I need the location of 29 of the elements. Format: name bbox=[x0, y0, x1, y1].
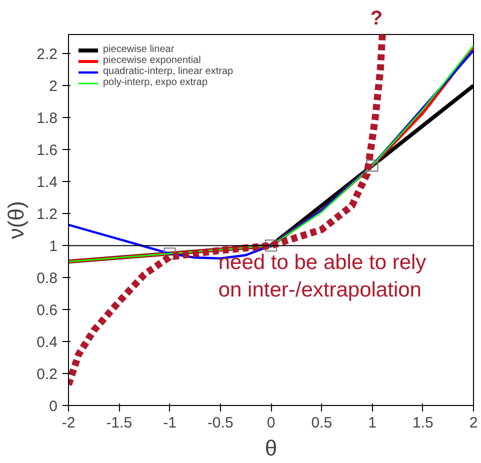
y-tick-label: 0 bbox=[49, 398, 58, 415]
x-tick-label: -1 bbox=[163, 414, 176, 432]
legend-label: quadratic-interp, linear extrap bbox=[103, 66, 234, 77]
y-tick-label: 1 bbox=[49, 238, 58, 256]
y-tick-label: 1.4 bbox=[36, 174, 58, 192]
x-tick-label: -1.5 bbox=[106, 414, 132, 432]
x-tick-label: 1 bbox=[368, 414, 376, 432]
y-tick-label: 1.6 bbox=[36, 142, 58, 160]
x-tick-label: 0 bbox=[266, 414, 276, 432]
legend-label: piecewise exponential bbox=[103, 55, 201, 66]
x-tick-label: -0.5 bbox=[207, 414, 234, 432]
x-tick-label: 1.5 bbox=[412, 414, 434, 432]
legend-label: poly-interp, expo extrap bbox=[103, 77, 208, 88]
y-tick-label: 1.8 bbox=[36, 110, 58, 128]
x-tick-label: 2 bbox=[469, 414, 478, 432]
y-tick-label: 1.2 bbox=[36, 206, 58, 224]
annotation: need to be able to rely on inter-/extrapolation bbox=[218, 251, 427, 302]
y-axis-title: ν(θ) bbox=[4, 201, 29, 239]
y-tick-label: 0.8 bbox=[36, 270, 58, 288]
y-tick-label: 2.2 bbox=[36, 46, 58, 64]
y-tick-label: 0.4 bbox=[36, 334, 58, 352]
y-tick-label: 2 bbox=[49, 78, 58, 96]
text: ? bbox=[370, 8, 383, 30]
legend-label: piecewise linear bbox=[103, 44, 174, 55]
x-tick-label: 0.5 bbox=[311, 414, 332, 432]
x-tick-label: -2 bbox=[62, 414, 76, 432]
y-tick-label: 0.6 bbox=[36, 302, 58, 320]
y-tick-label: 0.2 bbox=[36, 366, 58, 384]
x-axis-title: θ bbox=[264, 436, 278, 460]
